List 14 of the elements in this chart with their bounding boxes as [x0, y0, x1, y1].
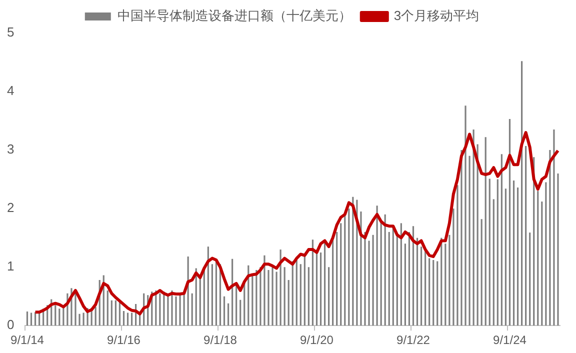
x-tick-label: 9/1/18	[204, 333, 238, 348]
x-tick-label: 9/1/14	[10, 333, 44, 348]
y-tick-label: 1	[6, 258, 14, 274]
x-tick-label: 9/1/16	[107, 333, 141, 348]
x-tick-label: 9/1/24	[493, 333, 527, 348]
y-tick-label: 4	[6, 83, 14, 98]
y-tick-label: 0	[6, 317, 14, 332]
legend-label: 3个月移动平均	[394, 8, 480, 24]
x-tick-label: 9/1/20	[300, 333, 334, 348]
y-tick-label: 5	[6, 24, 14, 40]
y-tick-label: 3	[6, 142, 14, 157]
x-tick-label: 9/1/22	[396, 333, 430, 348]
y-tick-label: 2	[6, 200, 14, 216]
legend-label: 中国半导体制造设备进口额（十亿美元）	[117, 8, 352, 24]
